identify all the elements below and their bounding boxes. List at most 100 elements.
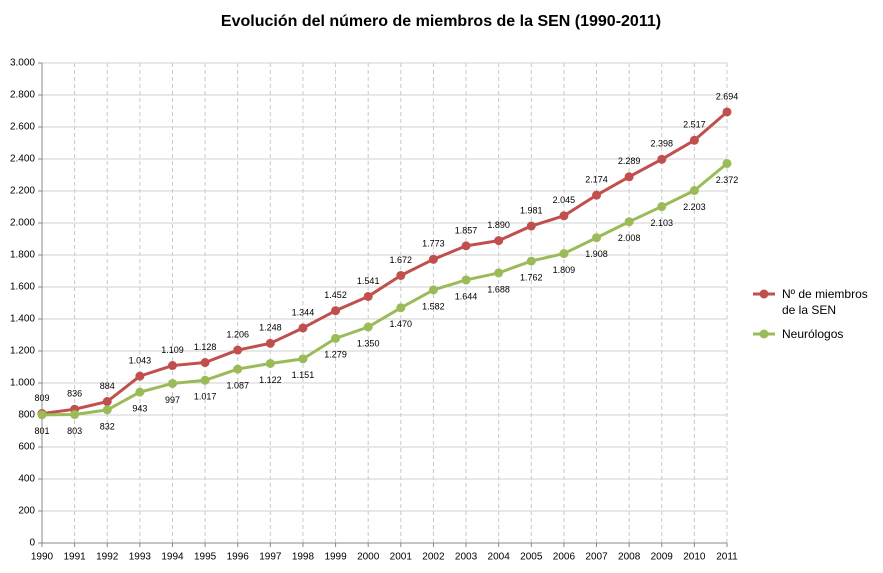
data-point	[624, 172, 634, 182]
data-point	[689, 186, 699, 196]
data-label: 1.087	[226, 380, 249, 390]
data-point	[70, 410, 80, 420]
data-label: 1.470	[390, 319, 413, 329]
y-tick-label: 1.000	[10, 378, 35, 389]
legend-label: Neurólogos	[782, 327, 844, 341]
data-point	[526, 256, 536, 266]
data-label: 1.672	[390, 255, 413, 265]
x-tick-label: 1996	[227, 552, 250, 563]
data-point	[135, 371, 145, 381]
data-point	[494, 236, 504, 246]
y-tick-label: 400	[18, 474, 35, 485]
x-tick-label: 2000	[357, 552, 380, 563]
data-label: 1.688	[487, 284, 510, 294]
legend-marker	[759, 289, 769, 299]
data-label: 997	[165, 395, 180, 405]
x-tick-label: 1999	[324, 552, 347, 563]
data-label: 2.517	[683, 120, 706, 130]
data-point	[331, 306, 341, 316]
data-point	[428, 285, 438, 295]
x-tick-label: 1991	[63, 552, 86, 563]
data-point	[233, 345, 243, 355]
data-label: 2.372	[716, 175, 739, 185]
data-point	[722, 107, 732, 117]
legend-swatch	[753, 329, 775, 339]
data-label: 1.206	[226, 329, 249, 339]
legend-marker	[759, 329, 769, 339]
y-tick-label: 800	[18, 410, 35, 421]
data-label: 1.109	[161, 345, 184, 355]
data-label: 1.017	[194, 392, 217, 402]
y-tick-label: 1.200	[10, 346, 35, 357]
data-point	[396, 270, 406, 280]
data-point	[200, 375, 210, 385]
data-label: 1.043	[129, 355, 152, 365]
data-label: 884	[100, 381, 115, 391]
data-label: 1.644	[455, 291, 478, 301]
x-tick-label: 2005	[520, 552, 543, 563]
y-tick-label: 2.400	[10, 154, 35, 165]
data-label: 943	[132, 403, 147, 413]
data-point	[102, 405, 112, 415]
legend-item: Neurólogos	[752, 326, 877, 342]
series-line	[41, 110, 728, 416]
data-label: 2.289	[618, 156, 641, 166]
data-label: 1.128	[194, 342, 217, 352]
chart-title: Evolución del número de miembros de la S…	[221, 13, 661, 30]
legend-label: Nº de miembros de la SEN	[782, 287, 868, 317]
data-point	[102, 397, 112, 407]
data-point	[559, 249, 569, 259]
legend-item: Nº de miembros de la SEN	[752, 286, 877, 318]
data-label: 1.122	[259, 375, 282, 385]
data-point	[559, 211, 569, 221]
data-label: 1.809	[553, 265, 576, 275]
data-point	[624, 217, 634, 227]
data-point	[461, 241, 471, 251]
data-point	[396, 303, 406, 313]
data-label: 2.008	[618, 233, 641, 243]
data-label: 1.541	[357, 276, 380, 286]
data-label: 1.279	[324, 350, 347, 360]
y-tick-label: 1.600	[10, 282, 35, 293]
data-label: 2.398	[650, 139, 673, 149]
data-label: 1.762	[520, 272, 543, 282]
x-tick-label: 1997	[259, 552, 282, 563]
data-point	[363, 322, 373, 332]
data-point	[167, 361, 177, 371]
y-tick-label: 1.400	[10, 314, 35, 325]
data-label: 803	[67, 426, 82, 436]
data-point	[298, 323, 308, 333]
x-tick-label: 2004	[488, 552, 511, 563]
y-tick-label: 2.800	[10, 90, 35, 101]
data-label: 2.694	[716, 91, 739, 101]
x-tick-label: 2008	[618, 552, 641, 563]
data-point	[461, 275, 471, 285]
data-point	[265, 338, 275, 348]
data-point	[331, 333, 341, 343]
x-tick-label: 1998	[292, 552, 315, 563]
data-point	[657, 202, 667, 212]
data-label: 1.582	[422, 301, 445, 311]
y-tick-label: 0	[29, 538, 35, 549]
data-point	[592, 233, 602, 243]
series-line	[41, 162, 728, 417]
x-tick-label: 2002	[422, 552, 445, 563]
data-label: 1.350	[357, 338, 380, 348]
data-point	[37, 410, 47, 420]
legend-swatch	[753, 289, 775, 299]
data-label: 832	[100, 421, 115, 431]
data-point	[167, 378, 177, 388]
data-label: 1.857	[455, 225, 478, 235]
y-tick-label: 1.800	[10, 250, 35, 261]
y-tick-label: 3.000	[10, 58, 35, 69]
x-tick-label: 1990	[31, 552, 54, 563]
data-point	[200, 358, 210, 368]
data-label: 1.344	[292, 307, 315, 317]
x-tick-label: 2006	[553, 552, 576, 563]
data-label: 1.248	[259, 323, 282, 333]
data-label: 2.174	[585, 175, 608, 185]
data-point	[298, 354, 308, 364]
y-tick-label: 2.000	[10, 218, 35, 229]
